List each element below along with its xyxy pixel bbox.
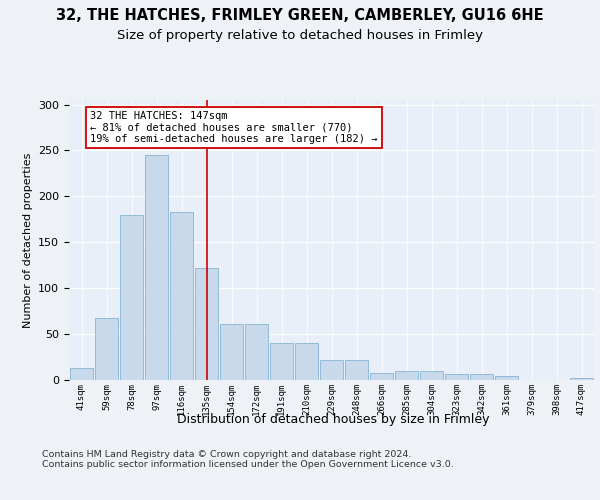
Text: 32 THE HATCHES: 147sqm
← 81% of detached houses are smaller (770)
19% of semi-de: 32 THE HATCHES: 147sqm ← 81% of detached…: [90, 111, 378, 144]
Bar: [470, 374, 493, 380]
Bar: [270, 344, 293, 380]
Bar: [295, 344, 318, 380]
Bar: [345, 360, 368, 380]
Bar: [95, 318, 118, 380]
Bar: [395, 371, 418, 380]
Bar: [370, 372, 393, 380]
Bar: [570, 378, 593, 380]
Y-axis label: Number of detached properties: Number of detached properties: [23, 152, 32, 328]
Bar: [420, 371, 443, 380]
Bar: [320, 360, 343, 380]
Bar: [495, 376, 518, 380]
Bar: [170, 212, 193, 380]
Bar: [70, 368, 93, 380]
Bar: [145, 155, 168, 380]
Bar: [220, 324, 243, 380]
Bar: [445, 374, 468, 380]
Text: Distribution of detached houses by size in Frimley: Distribution of detached houses by size …: [177, 412, 489, 426]
Bar: [245, 324, 268, 380]
Text: Size of property relative to detached houses in Frimley: Size of property relative to detached ho…: [117, 29, 483, 42]
Bar: [195, 268, 218, 380]
Text: 32, THE HATCHES, FRIMLEY GREEN, CAMBERLEY, GU16 6HE: 32, THE HATCHES, FRIMLEY GREEN, CAMBERLE…: [56, 8, 544, 22]
Bar: [120, 215, 143, 380]
Text: Contains HM Land Registry data © Crown copyright and database right 2024.
Contai: Contains HM Land Registry data © Crown c…: [42, 450, 454, 469]
